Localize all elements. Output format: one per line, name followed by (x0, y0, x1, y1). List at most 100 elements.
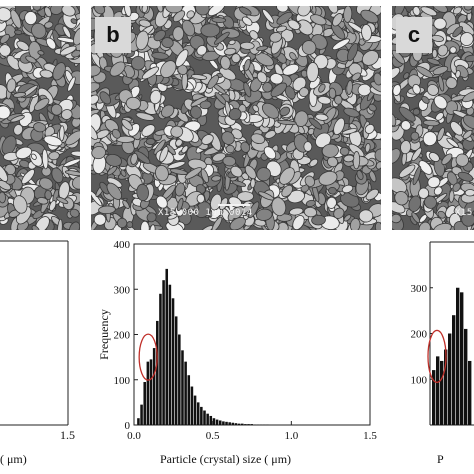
sem-grain (149, 89, 162, 105)
histogram-bar (237, 423, 241, 425)
histogram-bar (215, 419, 219, 425)
sem-grain (438, 75, 445, 92)
sem-grain (120, 169, 127, 177)
sem-grain (433, 186, 443, 196)
histogram-bar-c (440, 360, 444, 425)
sem-grain (358, 209, 374, 223)
sem-grain (219, 67, 237, 81)
sem-grain (433, 222, 452, 230)
sem-grain (220, 55, 231, 70)
sem-grain (111, 128, 121, 139)
sem-grain (256, 167, 271, 182)
histogram-bar (159, 293, 162, 425)
sem-grain (455, 153, 469, 167)
sem-grain (301, 40, 317, 55)
sem-grain (373, 72, 381, 86)
sem-grain (10, 115, 25, 123)
sem-grain (303, 206, 318, 218)
sem-grain (232, 180, 247, 187)
histogram-bar (162, 280, 165, 425)
sem-grain (309, 158, 319, 167)
sem-grain (160, 60, 177, 79)
x-axis-label-a: ( μm) (0, 452, 27, 466)
sem-grain (462, 114, 474, 130)
sem-grain (349, 217, 361, 230)
highlight-circle-c (427, 329, 447, 384)
histogram-bar (149, 359, 153, 425)
sem-grain (431, 48, 438, 59)
histogram-bar (244, 424, 247, 425)
sem-grain (223, 47, 237, 56)
sem-grain (181, 145, 189, 154)
sem-grain (229, 216, 246, 230)
sem-grain (51, 167, 64, 184)
sem-grain (333, 207, 345, 219)
sem-grain (91, 94, 100, 105)
sem-grain (448, 190, 455, 203)
sem-grain (318, 83, 326, 93)
sem-grain (121, 118, 133, 131)
sem-grain (292, 215, 305, 230)
sem-grain (134, 150, 151, 164)
histogram-bar-c (432, 370, 436, 425)
sem-grain (332, 38, 350, 51)
sem-grain (426, 84, 439, 96)
sem-grain (59, 45, 77, 56)
sem-grain (153, 139, 166, 155)
histogram-bar (212, 418, 216, 425)
sem-grain (135, 30, 149, 51)
sem-grain (69, 221, 80, 230)
sem-grain (299, 87, 310, 98)
x-axis-label-c: P (437, 452, 444, 466)
histogram-bar (165, 268, 169, 425)
sem-grain (211, 175, 222, 182)
sem-grain (392, 148, 401, 164)
sem-grain (36, 197, 49, 205)
sem-grain (172, 10, 186, 23)
sem-grain (91, 146, 106, 160)
sem-grain (61, 109, 73, 120)
sem-grain (341, 128, 358, 135)
sem-grain (52, 62, 66, 81)
sem-grain (125, 96, 141, 110)
sem-grain (156, 6, 164, 13)
sem-grain (63, 158, 80, 167)
sem-grain (255, 208, 273, 221)
histogram-c-svg: 300 200 100 (411, 241, 474, 426)
sem-grain (304, 175, 316, 187)
sem-grain (258, 191, 275, 201)
sem-grain (282, 63, 300, 76)
sem-grain (210, 193, 222, 211)
sem-grain (351, 72, 361, 81)
sem-grain (281, 184, 293, 198)
histogram-bar (181, 350, 184, 425)
sem-grain (0, 163, 9, 182)
sem-grain (462, 130, 473, 140)
sem-grain (166, 144, 176, 156)
sem-grain (457, 171, 474, 182)
scale-bar-b (218, 204, 250, 206)
sem-grain (106, 182, 122, 200)
sem-grain (464, 54, 474, 63)
sem-texture-c (392, 6, 474, 230)
sem-grain (155, 195, 168, 209)
x-tick-label: 1.5 (363, 430, 377, 442)
sem-texture-b (91, 6, 381, 230)
sem-grain (207, 74, 219, 90)
histogram-bar (196, 402, 200, 425)
histogram-bar (146, 361, 150, 425)
sem-grain (0, 19, 7, 33)
sem-grain (339, 146, 350, 156)
x-axis-label-b: Particle (crystal) size ( μm) (160, 452, 292, 466)
sem-grain (236, 191, 254, 202)
sem-grain (422, 131, 438, 146)
sem-grain (98, 205, 116, 215)
sem-grain (167, 213, 178, 220)
sem-grain (135, 112, 155, 121)
sem-grain (196, 45, 208, 56)
sem-grain (418, 221, 431, 230)
histogram-bar (209, 415, 213, 425)
sem-grain (41, 166, 52, 177)
sem-grain (31, 22, 47, 39)
sem-grain (411, 212, 421, 224)
